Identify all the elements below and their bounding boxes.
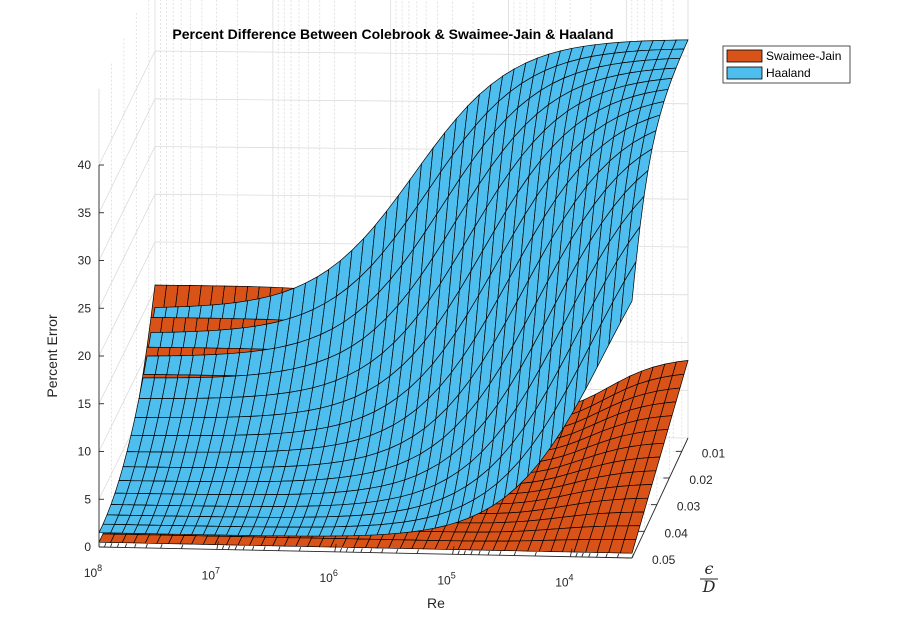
- x-tick-label: 108: [84, 563, 102, 580]
- x-tick: [109, 543, 113, 548]
- x-tick: [116, 543, 120, 548]
- x-tick-label: 106: [320, 568, 338, 585]
- x-tick: [339, 547, 343, 553]
- y-axis-line: [631, 437, 689, 559]
- x-tick: [298, 546, 302, 552]
- surfaces: [98, 39, 689, 554]
- x-tick: [334, 543, 337, 552]
- z-tick-label: 5: [84, 492, 91, 506]
- x-tick: [103, 542, 107, 548]
- legend-item-haaland[interactable]: Haaland: [726, 66, 811, 80]
- z-tick-label: 25: [78, 301, 92, 315]
- x-tick: [227, 545, 231, 550]
- x-tick: [216, 541, 219, 550]
- y-tick-label: 0.01: [702, 446, 726, 460]
- legend-item-swaimee-jain[interactable]: Swaimee-Jain: [726, 49, 841, 63]
- z-tick-label: 15: [78, 397, 92, 411]
- x-tick-label: 104: [555, 573, 573, 590]
- x-tick: [487, 550, 490, 556]
- legend-label-haaland: Haaland: [766, 66, 811, 80]
- legend-label-swaimee-jain: Swaimee-Jain: [766, 49, 841, 63]
- x-tick-label: 107: [202, 565, 220, 582]
- x-tick: [416, 549, 419, 554]
- x-tick: [345, 547, 349, 553]
- y-axis-label: ϵ D: [700, 559, 718, 596]
- legend[interactable]: Swaimee-Jain Haaland: [722, 45, 851, 84]
- x-tick: [452, 546, 455, 555]
- x-tick-label: 105: [437, 570, 455, 587]
- x-tick: [616, 553, 620, 558]
- surface-patch-swaimee-jain: [619, 539, 637, 554]
- surface-patch-haaland: [620, 261, 637, 323]
- z-tick-label: 30: [78, 254, 92, 268]
- y-axis-label-denominator: D: [702, 577, 716, 596]
- chart-title: Percent Difference Between Colebrook & S…: [172, 26, 613, 42]
- x-tick: [145, 543, 148, 549]
- x-tick: [463, 550, 466, 555]
- y-tick-label: 0.05: [652, 553, 676, 567]
- x-tick: [478, 550, 481, 555]
- z-tick-label: 35: [78, 206, 92, 220]
- x-tick: [534, 551, 537, 557]
- x-tick: [278, 546, 281, 551]
- z-tick-label: 10: [78, 445, 92, 459]
- x-tick: [457, 550, 460, 555]
- z-axis-label: Percent Error: [44, 314, 60, 398]
- y-tick-label: 0.03: [677, 500, 701, 514]
- x-tick: [263, 546, 266, 551]
- z-tick-label: 20: [78, 349, 92, 363]
- x-tick: [470, 550, 473, 555]
- x-tick: [575, 552, 578, 557]
- legend-swatch-swaimee-jain: [726, 49, 763, 63]
- x-tick: [242, 545, 245, 551]
- x-tick: [352, 548, 355, 553]
- y-tick-label: 0.02: [689, 473, 713, 487]
- x-tick: [513, 551, 517, 556]
- x-tick: [569, 548, 573, 557]
- x-tick: [360, 548, 363, 553]
- x-tick: [180, 544, 184, 549]
- x-axis-line: [98, 546, 633, 559]
- x-tick: [581, 552, 584, 558]
- x-tick: [251, 546, 255, 551]
- y-tick-label: 0.04: [664, 526, 688, 540]
- x-tick: [381, 548, 384, 553]
- x-tick: [605, 553, 608, 558]
- legend-swatch-haaland: [726, 66, 763, 80]
- x-tick: [234, 545, 238, 550]
- z-tick-label: 0: [84, 540, 91, 554]
- x-tick: [499, 551, 502, 556]
- x-tick: [596, 553, 599, 558]
- x-tick: [134, 543, 137, 548]
- x-tick: [588, 552, 591, 558]
- z-tick-label: 40: [78, 158, 92, 172]
- x-tick: [160, 544, 163, 549]
- x-axis-label: Re: [427, 595, 445, 611]
- x-tick: [221, 545, 225, 550]
- x-tick: [124, 543, 128, 548]
- x-tick: [369, 548, 373, 553]
- x-tick: [395, 548, 399, 554]
- y-axis-label-numerator: ϵ: [705, 559, 714, 578]
